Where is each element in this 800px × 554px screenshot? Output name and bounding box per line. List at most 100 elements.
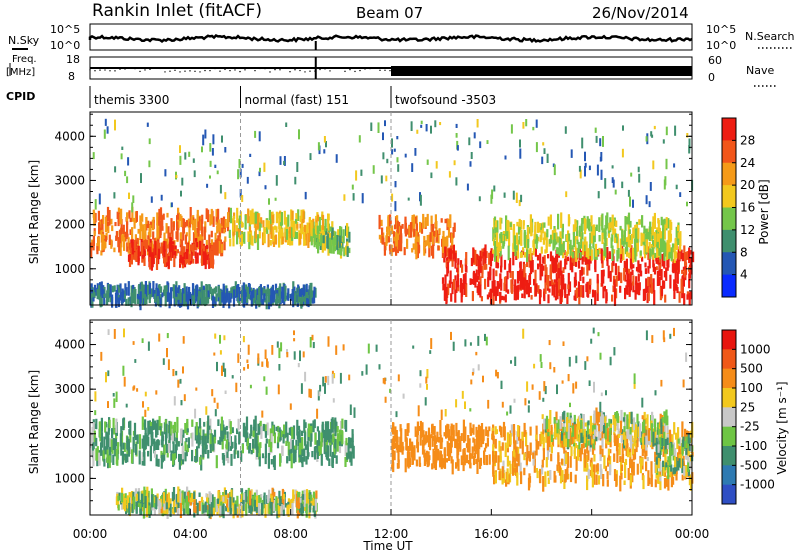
range-cell bbox=[266, 361, 269, 368]
range-cell bbox=[650, 461, 653, 477]
range-cell bbox=[155, 496, 158, 509]
range-cell bbox=[626, 448, 629, 458]
range-cell bbox=[437, 436, 440, 443]
range-cell bbox=[271, 214, 274, 224]
range-cell bbox=[338, 243, 341, 255]
range-cell bbox=[688, 445, 691, 451]
range-cell bbox=[170, 453, 173, 461]
range-cell bbox=[434, 120, 437, 128]
range-cell bbox=[207, 425, 210, 435]
range-cell bbox=[209, 160, 212, 167]
cpid-segment-label: themis 3300 bbox=[94, 93, 169, 107]
range-cell bbox=[396, 157, 399, 163]
range-cell bbox=[226, 288, 229, 301]
range-cell bbox=[576, 247, 579, 258]
range-cell bbox=[633, 373, 636, 384]
nave-point bbox=[349, 68, 351, 71]
range-cell bbox=[662, 426, 665, 441]
range-cell bbox=[212, 507, 215, 515]
range-cell bbox=[177, 293, 180, 300]
range-cell bbox=[531, 260, 534, 273]
range-cell bbox=[499, 427, 503, 434]
range-cell bbox=[543, 288, 546, 302]
range-cell bbox=[174, 494, 177, 510]
range-cell bbox=[329, 444, 332, 457]
range-cell bbox=[293, 351, 296, 360]
range-cell bbox=[275, 496, 278, 511]
range-cell bbox=[248, 226, 252, 233]
range-cell bbox=[327, 223, 330, 239]
range-cell bbox=[542, 476, 545, 492]
range-cell bbox=[108, 455, 111, 468]
range-cell bbox=[519, 261, 522, 275]
range-cell bbox=[553, 279, 556, 286]
nave-tick-top: 60 bbox=[708, 54, 722, 67]
range-cell bbox=[391, 439, 394, 454]
range-cell bbox=[419, 370, 422, 377]
range-cell bbox=[534, 285, 537, 297]
range-cell bbox=[229, 421, 232, 435]
range-cell bbox=[102, 215, 105, 224]
range-cell bbox=[455, 177, 458, 186]
range-cell bbox=[122, 227, 125, 233]
yaxis-tick-label: 4000 bbox=[54, 129, 85, 143]
range-cell bbox=[242, 499, 245, 511]
range-cell bbox=[603, 242, 606, 257]
range-cell bbox=[299, 233, 302, 245]
range-cell bbox=[285, 440, 288, 446]
range-cell bbox=[595, 407, 598, 424]
range-cell bbox=[315, 242, 319, 249]
range-cell bbox=[135, 497, 138, 514]
range-cell bbox=[204, 129, 207, 139]
range-cell bbox=[643, 419, 646, 433]
range-cell bbox=[276, 289, 279, 297]
range-cell bbox=[237, 353, 240, 363]
range-cell bbox=[236, 495, 239, 507]
range-cell bbox=[529, 261, 533, 275]
freq-label-line2: [MHz] bbox=[6, 67, 35, 78]
range-cell bbox=[236, 231, 239, 245]
range-cell bbox=[613, 249, 616, 254]
range-cell bbox=[647, 265, 650, 274]
range-cell bbox=[179, 493, 182, 506]
range-cell bbox=[452, 244, 455, 259]
range-cell bbox=[105, 432, 108, 440]
range-cell bbox=[545, 232, 548, 245]
range-cell bbox=[526, 445, 529, 461]
range-cell bbox=[455, 399, 458, 408]
range-cell bbox=[351, 184, 354, 190]
range-cell bbox=[547, 432, 550, 437]
range-cell bbox=[372, 165, 375, 174]
nsky-tick-bottom: 10^0 bbox=[50, 39, 80, 52]
range-cell bbox=[302, 288, 305, 305]
range-cell bbox=[142, 442, 146, 457]
range-cell bbox=[480, 423, 484, 438]
range-cell bbox=[394, 201, 397, 212]
range-cell bbox=[494, 438, 497, 449]
range-cell bbox=[433, 459, 436, 469]
range-cell bbox=[673, 464, 676, 474]
range-cell bbox=[258, 226, 261, 239]
range-cell bbox=[527, 405, 530, 413]
range-cell bbox=[307, 499, 310, 507]
range-cell bbox=[595, 425, 598, 432]
range-cell bbox=[523, 266, 526, 279]
range-cell bbox=[488, 426, 491, 432]
nave-point bbox=[99, 69, 101, 71]
range-cell bbox=[160, 506, 163, 514]
range-cell bbox=[569, 239, 572, 256]
range-cell bbox=[547, 477, 550, 484]
range-cell bbox=[282, 505, 285, 516]
range-cell bbox=[561, 429, 564, 441]
range-cell bbox=[143, 451, 146, 466]
beam-title: Beam 07 bbox=[356, 4, 423, 22]
range-cell bbox=[223, 335, 226, 341]
range-cell bbox=[507, 221, 510, 237]
range-cell bbox=[263, 492, 266, 508]
range-cell bbox=[177, 441, 180, 447]
range-cell bbox=[171, 491, 174, 502]
range-cell bbox=[478, 440, 481, 450]
range-cell bbox=[657, 220, 660, 236]
range-cell bbox=[585, 241, 588, 258]
range-cell bbox=[549, 214, 552, 230]
